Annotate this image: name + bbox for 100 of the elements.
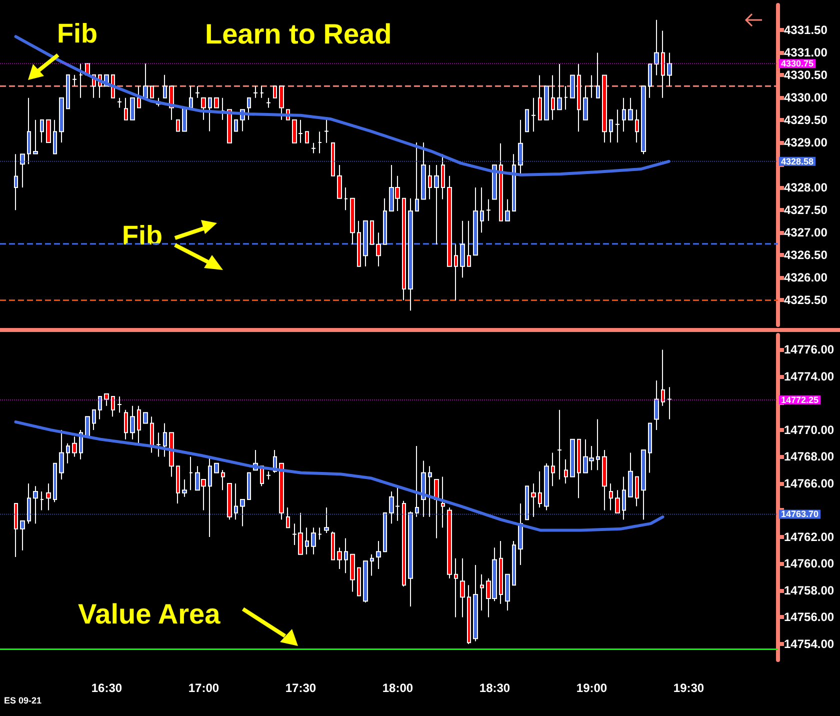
ref-line-label: 4328.58 (781, 156, 814, 166)
y-tick-label: 4329.50 (784, 112, 828, 127)
candlestick (182, 478, 187, 498)
y-tick-label: 14762.00 (784, 530, 834, 544)
candlestick (577, 438, 581, 499)
candlestick (337, 547, 342, 570)
text: ES 09-21 (4, 696, 42, 706)
candlestick (163, 422, 167, 458)
candlestick (622, 476, 626, 520)
candlestick (628, 97, 633, 120)
candlestick (240, 499, 245, 527)
candlestick (376, 232, 381, 267)
y-tick-label: 14760.00 (784, 556, 834, 571)
candlestick (596, 52, 600, 98)
candlestick (467, 220, 471, 267)
candlestick (33, 119, 38, 154)
candlestick (551, 74, 555, 120)
candlestick (253, 86, 258, 98)
y-tick-label: 14758.00 (784, 583, 834, 598)
candlestick (480, 187, 484, 234)
candlestick (648, 64, 652, 98)
candlestick (596, 418, 600, 471)
candlestick (40, 490, 44, 511)
candlestick (344, 187, 348, 211)
candlestick (415, 446, 419, 518)
y-tick-label: 4331.50 (784, 22, 828, 37)
candlestick (350, 198, 355, 245)
candlestick (234, 119, 238, 132)
candlestick (402, 198, 406, 301)
candlestick (273, 86, 277, 98)
candlestick (648, 422, 652, 474)
annotation: Fib (57, 18, 98, 48)
y-tick-label: 14766.00 (784, 476, 834, 490)
candlestick (383, 512, 387, 552)
ref-line-label: 14763.70 (781, 509, 819, 520)
candlestick (531, 482, 536, 518)
candlestick (615, 109, 620, 143)
candlestick (551, 452, 555, 487)
candlestick (331, 531, 335, 560)
candlestick (564, 458, 568, 484)
candlestick (544, 86, 549, 120)
candlestick (311, 142, 316, 154)
candlestick (117, 97, 122, 108)
x-tick-label: 19:00 (576, 681, 608, 695)
candlestick (143, 412, 148, 424)
candlestick (227, 109, 232, 144)
candlestick (531, 97, 536, 132)
candlestick (337, 164, 342, 199)
candlestick (14, 503, 18, 558)
annotation: Fib (122, 220, 162, 250)
candlestick (98, 396, 102, 420)
candlestick (441, 154, 445, 200)
candlestick (473, 564, 478, 642)
candlestick (376, 540, 381, 570)
candlestick (279, 462, 284, 520)
x-tick-label: 16:30 (91, 681, 122, 695)
candlestick (505, 574, 510, 612)
x-tick-label: 18:00 (382, 681, 414, 695)
candlestick (641, 86, 646, 155)
candlestick (20, 154, 25, 188)
candlestick (635, 476, 639, 507)
candlestick (208, 97, 212, 132)
candlestick (454, 244, 458, 301)
annotation: Learn to Read (205, 18, 392, 50)
candlestick (538, 74, 542, 120)
candlestick (324, 507, 329, 534)
candlestick (370, 220, 374, 245)
candlestick (667, 52, 672, 87)
candlestick (79, 429, 83, 460)
candlestick (311, 527, 316, 555)
candlestick (357, 220, 361, 267)
candlestick (654, 380, 659, 430)
candlestick (156, 432, 161, 458)
candlestick (66, 74, 70, 110)
candlestick (622, 97, 626, 132)
candlestick (150, 86, 154, 98)
candlestick (182, 107, 187, 132)
candlestick (589, 74, 594, 98)
candlestick (318, 527, 322, 540)
y-tick-label: 4325.50 (784, 293, 828, 308)
candlestick (499, 540, 503, 604)
candlestick (447, 507, 452, 579)
candlestick (570, 74, 575, 98)
candlestick (266, 97, 271, 108)
candlestick (124, 409, 128, 440)
annotation: Value Area (78, 598, 221, 630)
candlestick (150, 416, 154, 454)
candlestick (46, 119, 51, 143)
candlestick (577, 64, 581, 132)
candlestick (66, 442, 70, 464)
candlestick (428, 466, 432, 518)
candlestick (273, 450, 277, 474)
x-tick-label: 17:30 (285, 681, 316, 695)
candlestick (234, 482, 238, 520)
candlestick (279, 86, 284, 120)
candlestick (661, 349, 665, 406)
y-tick-label: 14756.00 (784, 610, 834, 624)
candlestick (331, 142, 335, 176)
candlestick (33, 486, 38, 524)
candlestick (14, 154, 18, 211)
